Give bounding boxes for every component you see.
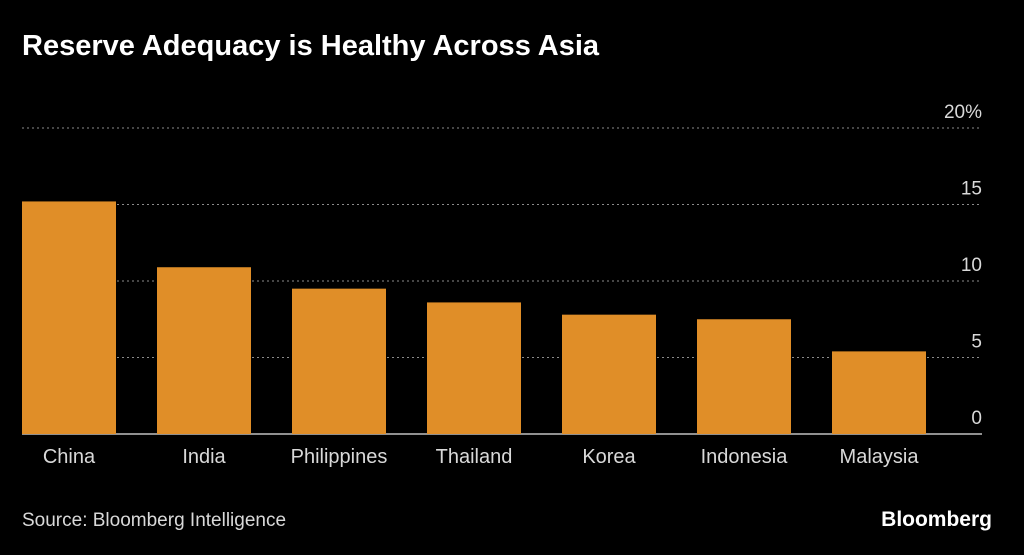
bar-philippines [292, 288, 386, 434]
bar-thailand [427, 302, 521, 434]
x-tick-label: Indonesia [701, 446, 789, 468]
y-tick-label: 5 [971, 332, 982, 353]
x-tick-label: Philippines [291, 446, 388, 468]
x-tick-label: Thailand [436, 446, 513, 468]
bar-indonesia [697, 319, 791, 434]
y-tick-label: 20% [944, 102, 982, 123]
bars [22, 201, 926, 434]
bar-korea [562, 314, 656, 434]
bar-china [22, 201, 116, 434]
y-tick-label: 10 [961, 255, 982, 276]
x-tick-label: Malaysia [840, 446, 920, 468]
x-tick-label: Korea [582, 446, 636, 468]
bar-malaysia [832, 351, 926, 434]
y-tick-label: 0 [971, 408, 982, 429]
y-tick-labels: 0 5 10 15 20% [944, 102, 982, 429]
x-tick-labels: China India Philippines Thailand Korea Indone… [43, 446, 919, 468]
chart-title: Reserve Adequacy is Healthy Across Asia [22, 30, 600, 62]
bloomberg-logo: Bloomberg [881, 508, 992, 531]
x-tick-label: India [182, 446, 226, 468]
bar-india [157, 267, 251, 434]
y-tick-label: 15 [961, 179, 982, 200]
x-tick-label: China [43, 446, 96, 468]
source-note: Source: Bloomberg Intelligence [22, 510, 287, 531]
